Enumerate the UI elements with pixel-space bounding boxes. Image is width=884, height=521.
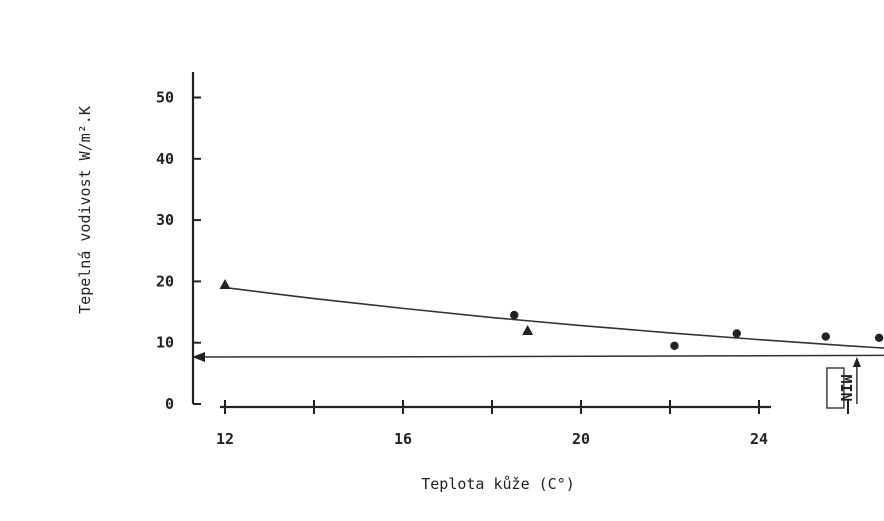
x-tick-label: 12 (216, 430, 234, 448)
data-point-circle (875, 334, 883, 342)
y-tick-label: 20 (156, 272, 174, 290)
fit-curve-layer (225, 91, 884, 355)
min-drop-arrowhead (853, 357, 861, 367)
data-point-triangle (220, 279, 231, 289)
x-tick-label: 24 (750, 430, 768, 448)
y-tick-label: 30 (156, 211, 174, 229)
data-point-circle (510, 311, 518, 319)
y-tick-label: 50 (156, 89, 174, 107)
data-point-triangle (522, 325, 533, 335)
data-point-circle (733, 329, 741, 337)
x-axis-label: Teplota kůže (C°) (421, 475, 575, 493)
x-tick-label: 16 (394, 430, 412, 448)
fit-curve (225, 91, 884, 355)
min-level-line (197, 355, 884, 357)
min-label: MIN (837, 374, 855, 401)
y-tick-label: 10 (156, 334, 174, 352)
y-axis-label: Tepelná vodivost W/m².K (76, 106, 94, 314)
y-tick-label: 0 (165, 395, 174, 413)
data-point-circle (670, 342, 678, 350)
axes: 0102030405012162024283236 (156, 72, 884, 448)
data-point-circle (822, 332, 830, 340)
y-tick-label: 40 (156, 150, 174, 168)
x-tick-label: 20 (572, 430, 590, 448)
min-annotation: MIN (192, 352, 884, 408)
data-points (220, 88, 884, 360)
